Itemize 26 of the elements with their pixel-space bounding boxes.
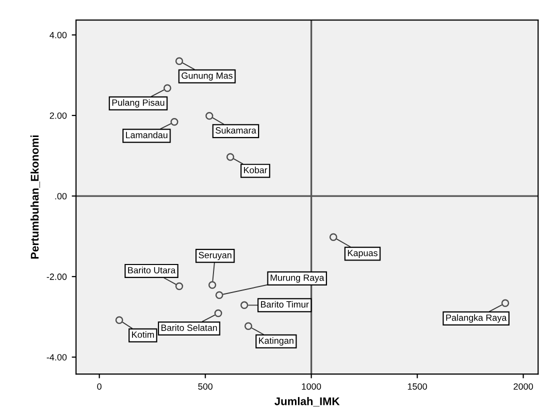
annotation: Pulang Pisau	[112, 99, 164, 108]
annotation: Kobar	[244, 166, 268, 174]
annotation: Barito Selatan	[161, 324, 217, 331]
annotation: Kotim	[132, 331, 154, 338]
annotation: Seruyan	[198, 252, 232, 260]
y-tick-label: -2.00	[46, 274, 67, 280]
annotation: Lamandau	[126, 132, 168, 138]
annotation: Katingan	[259, 337, 294, 346]
y-tick-label: -4.00	[46, 354, 67, 360]
x-axis-title: Jumlah_IMK	[274, 397, 340, 406]
x-tick-label: 2000	[514, 383, 533, 390]
annotation: Barito Timur	[261, 300, 309, 308]
x-tick-label: 500	[198, 383, 212, 390]
annotation: Palangka Raya	[446, 314, 507, 323]
x-tick-label: 1000	[302, 383, 321, 390]
x-tick-label: 1500	[408, 383, 427, 390]
y-tick-label: 4.00	[50, 32, 67, 38]
annotation: Gunung Mas	[182, 72, 233, 81]
y-tick-label: 2.00	[50, 112, 67, 119]
annotation: Sukamara	[216, 126, 256, 134]
y-tick-label: .00	[55, 192, 67, 200]
annotation: Kapuas	[348, 250, 378, 258]
annotation: Barito Utara	[128, 266, 176, 274]
annotation: Murung Raya	[270, 274, 324, 283]
y-axis-title: Pertumbuhan_Ekonomi	[30, 135, 40, 259]
x-tick-label: 0	[97, 383, 102, 390]
